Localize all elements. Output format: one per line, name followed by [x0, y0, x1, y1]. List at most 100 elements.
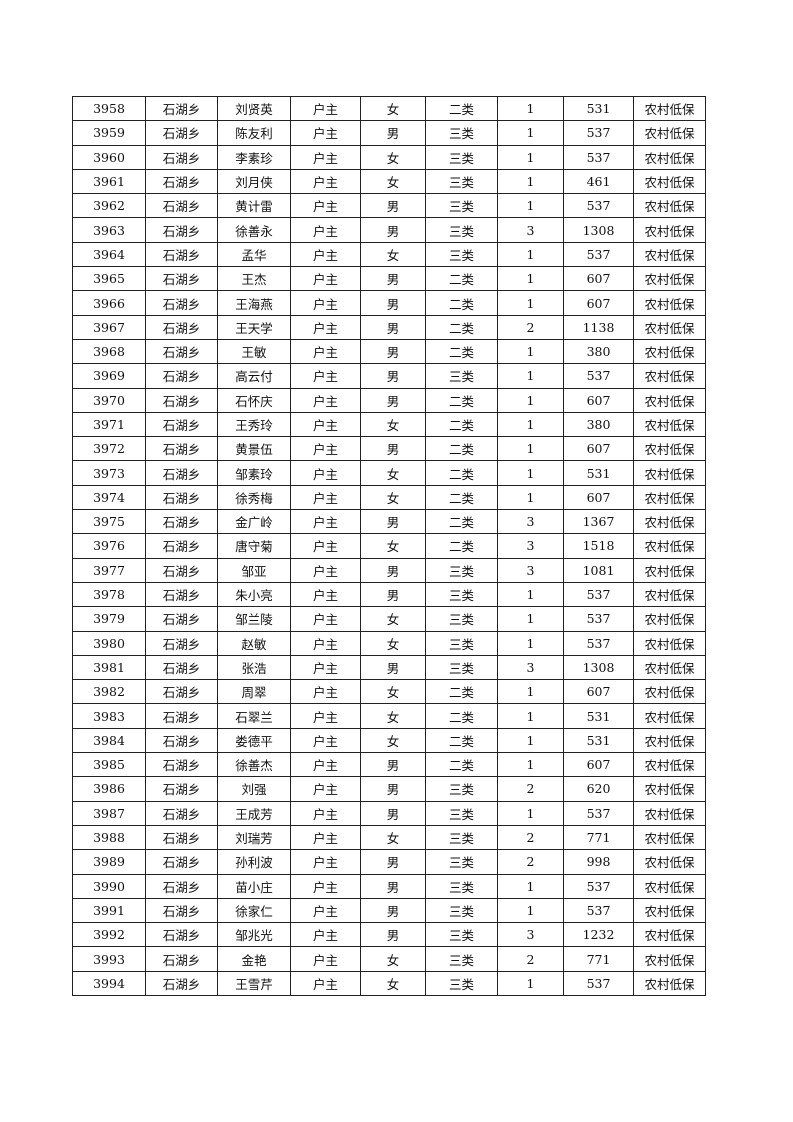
cell-township: 石湖乡 — [145, 95, 218, 122]
cell-serial-number: 3960 — [72, 144, 146, 170]
cell-program-type: 农村低保 — [633, 946, 706, 972]
cell-program-type: 农村低保 — [633, 654, 706, 681]
cell-household-size: 1 — [497, 290, 564, 316]
cell-program-type: 农村低保 — [633, 800, 706, 826]
cell-name: 王成芳 — [217, 800, 291, 826]
table-row: 3972 石湖乡 黄景伍 户主男二类 1 607 农村低保 — [72, 436, 706, 462]
cell-program-type: 农村低保 — [633, 241, 706, 268]
cell-amount: 380 — [563, 338, 634, 365]
cell-amount: 771 — [563, 946, 634, 972]
cell-program-type: 农村低保 — [633, 144, 706, 170]
cell-serial-number: 3973 — [72, 460, 146, 486]
cell-category: 二类 — [425, 266, 498, 292]
cell-serial-number: 3963 — [72, 217, 146, 243]
cell-relation: 户主 — [290, 533, 361, 559]
cell-township: 石湖乡 — [145, 970, 218, 996]
cell-amount: 537 — [563, 581, 634, 608]
cell-household-size: 3 — [497, 217, 564, 243]
cell-township: 石湖乡 — [145, 363, 218, 389]
cell-gender: 女 — [360, 703, 426, 729]
cell-relation: 户主 — [290, 144, 361, 170]
cell-category: 三类 — [425, 168, 498, 195]
cell-household-size: 2 — [497, 776, 564, 802]
cell-serial-number: 3970 — [72, 387, 146, 413]
cell-serial-number: 3962 — [72, 193, 146, 219]
cell-gender: 男 — [360, 776, 426, 802]
table-row: 3982 石湖乡 周翠 户主女二类 1 607 农村低保 — [72, 679, 706, 705]
cell-amount: 620 — [563, 776, 634, 802]
cell-category: 三类 — [425, 606, 498, 632]
cell-gender: 女 — [360, 606, 426, 632]
cell-serial-number: 3975 — [72, 509, 146, 535]
cell-name: 邹兆光 — [217, 922, 291, 948]
cell-serial-number: 3992 — [72, 922, 146, 948]
cell-relation: 户主 — [290, 776, 361, 802]
cell-township: 石湖乡 — [145, 241, 218, 268]
cell-name: 王海燕 — [217, 290, 291, 316]
cell-relation: 户主 — [290, 557, 361, 583]
cell-relation: 户主 — [290, 509, 361, 535]
cell-township: 石湖乡 — [145, 120, 218, 146]
cell-relation: 户主 — [290, 824, 361, 851]
cell-serial-number: 3959 — [72, 120, 146, 146]
cell-category: 三类 — [425, 581, 498, 608]
table-row: 3992 石湖乡 邹兆光 户主男三类 3 1232 农村低保 — [72, 922, 706, 948]
cell-township: 石湖乡 — [145, 703, 218, 729]
cell-relation: 户主 — [290, 460, 361, 486]
cell-amount: 461 — [563, 168, 634, 195]
cell-relation: 户主 — [290, 241, 361, 268]
table-row: 3965 石湖乡 王杰 户主男二类 1 607 农村低保 — [72, 266, 706, 292]
cell-category: 三类 — [425, 363, 498, 389]
cell-relation: 户主 — [290, 849, 361, 875]
cell-township: 石湖乡 — [145, 533, 218, 559]
cell-category: 三类 — [425, 922, 498, 948]
cell-relation: 户主 — [290, 703, 361, 729]
cell-amount: 537 — [563, 120, 634, 146]
cell-gender: 男 — [360, 509, 426, 535]
cell-relation: 户主 — [290, 606, 361, 632]
cell-relation: 户主 — [290, 95, 361, 122]
cell-category: 二类 — [425, 95, 498, 122]
cell-amount: 531 — [563, 95, 634, 122]
cell-amount: 531 — [563, 727, 634, 754]
cell-program-type: 农村低保 — [633, 168, 706, 195]
cell-amount: 1308 — [563, 217, 634, 243]
cell-household-size: 1 — [497, 387, 564, 413]
cell-serial-number: 3972 — [72, 436, 146, 462]
cell-relation: 户主 — [290, 654, 361, 681]
cell-township: 石湖乡 — [145, 436, 218, 462]
cell-name: 苗小庄 — [217, 873, 291, 899]
cell-serial-number: 3966 — [72, 290, 146, 316]
cell-township: 石湖乡 — [145, 144, 218, 170]
cell-program-type: 农村低保 — [633, 824, 706, 851]
cell-program-type: 农村低保 — [633, 533, 706, 559]
cell-name: 黄计雷 — [217, 193, 291, 219]
cell-category: 二类 — [425, 509, 498, 535]
table-row: 3974 石湖乡 徐秀梅 户主女二类 1 607 农村低保 — [72, 484, 706, 511]
cell-gender: 女 — [360, 241, 426, 268]
cell-household-size: 1 — [497, 727, 564, 754]
cell-household-size: 1 — [497, 144, 564, 170]
table-row: 3994 石湖乡 王雪芹 户主女三类 1 537 农村低保 — [72, 970, 706, 996]
cell-household-size: 1 — [497, 338, 564, 365]
cell-household-size: 1 — [497, 460, 564, 486]
cell-program-type: 农村低保 — [633, 290, 706, 316]
cell-category: 三类 — [425, 776, 498, 802]
cell-household-size: 1 — [497, 897, 564, 924]
cell-township: 石湖乡 — [145, 581, 218, 608]
cell-program-type: 农村低保 — [633, 873, 706, 899]
cell-serial-number: 3971 — [72, 411, 146, 438]
cell-relation: 户主 — [290, 946, 361, 972]
cell-serial-number: 3961 — [72, 168, 146, 195]
cell-gender: 男 — [360, 363, 426, 389]
cell-amount: 380 — [563, 411, 634, 438]
cell-township: 石湖乡 — [145, 217, 218, 243]
cell-township: 石湖乡 — [145, 314, 218, 340]
cell-name: 李素珍 — [217, 144, 291, 170]
cell-township: 石湖乡 — [145, 849, 218, 875]
table-body: 3958 石湖乡 刘贤英 户主女二类 1 531 农村低保 3959 石湖乡 陈友利 户主男三类 1 5… — [72, 95, 706, 996]
cell-name: 徐家仁 — [217, 897, 291, 924]
cell-program-type: 农村低保 — [633, 776, 706, 802]
table-row: 3969 石湖乡 高云付 户主男三类 1 537 农村低保 — [72, 363, 706, 389]
cell-amount: 1518 — [563, 533, 634, 559]
